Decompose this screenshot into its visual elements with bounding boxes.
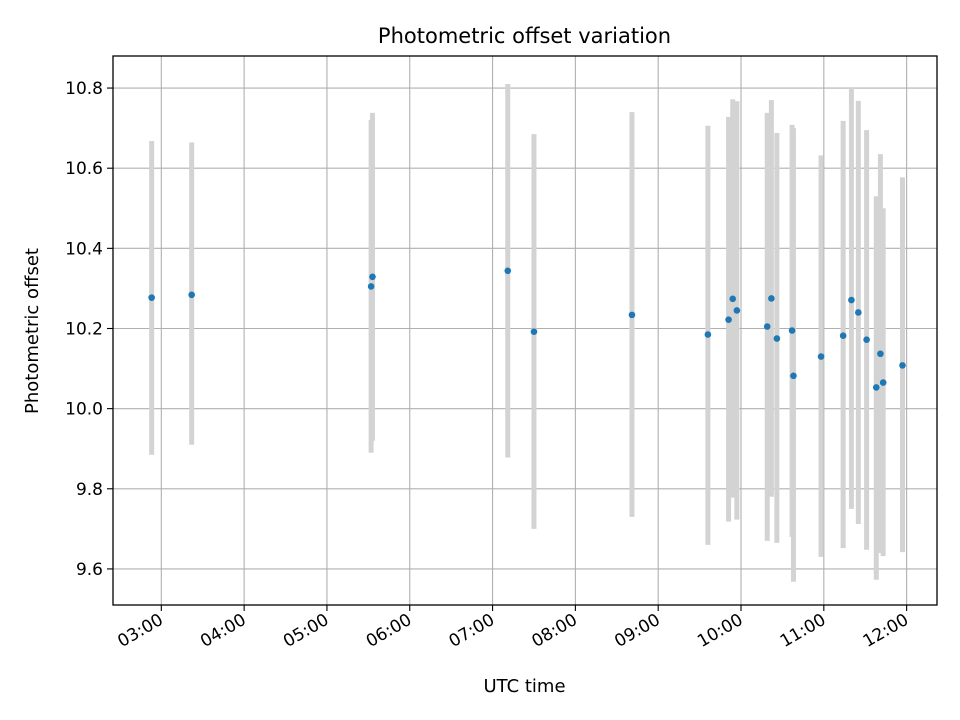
- y-axis-ticks: 9.6 9.8 10.0 10.2 10.4 10.6 10.8: [65, 79, 113, 580]
- y-tick-label: 9.6: [76, 560, 103, 580]
- x-tick-label: 12:00: [860, 610, 912, 652]
- x-tick-label: 03:00: [114, 610, 166, 652]
- y-tick-label: 9.8: [76, 480, 103, 500]
- data-point: [817, 353, 825, 360]
- data-point: [188, 291, 195, 299]
- data-point: [367, 283, 375, 290]
- data-point: [839, 332, 847, 340]
- data-point: [704, 331, 712, 338]
- data-point: [725, 316, 732, 323]
- y-tick-label: 10.4: [65, 239, 103, 259]
- x-tick-label: 08:00: [528, 610, 580, 652]
- data-point: [504, 267, 512, 275]
- data-point: [729, 295, 737, 303]
- data-point: [872, 384, 880, 391]
- grid-lines: [113, 56, 937, 605]
- data-point: [768, 295, 775, 302]
- y-axis-label: Photometric offset: [22, 248, 43, 414]
- x-tick-label: 11:00: [777, 610, 829, 652]
- x-axis-ticks: 03:00 04:00 05:00 06:00 07:00 08:00 09:00 10:00…: [114, 605, 912, 652]
- data-point: [863, 336, 870, 344]
- data-point: [773, 335, 781, 342]
- data-point: [790, 372, 797, 380]
- data-point: [877, 350, 884, 358]
- x-tick-label: 04:00: [197, 610, 249, 652]
- data-point: [899, 362, 906, 369]
- data-point: [788, 327, 796, 334]
- data-point: [733, 307, 741, 314]
- y-tick-label: 10.8: [65, 79, 103, 99]
- data-point: [848, 296, 855, 304]
- y-tick-label: 10.6: [65, 159, 103, 179]
- data-point: [763, 323, 771, 330]
- y-tick-label: 10.0: [65, 400, 103, 420]
- data-points: [148, 267, 906, 391]
- data-point: [855, 309, 862, 316]
- x-tick-label: 06:00: [363, 610, 415, 652]
- x-tick-label: 07:00: [446, 610, 498, 652]
- data-point: [369, 273, 376, 281]
- data-point: [628, 311, 636, 319]
- y-tick-label: 10.2: [65, 319, 103, 339]
- data-point: [148, 294, 155, 301]
- x-tick-label: 10:00: [694, 610, 746, 652]
- x-tick-label: 09:00: [611, 610, 663, 652]
- chart-title: Photometric offset variation: [378, 24, 671, 48]
- plot-frame: [112, 55, 938, 606]
- x-tick-label: 05:00: [280, 610, 332, 652]
- data-point: [530, 328, 538, 336]
- data-point: [879, 379, 887, 386]
- x-axis-label: UTC time: [483, 676, 565, 697]
